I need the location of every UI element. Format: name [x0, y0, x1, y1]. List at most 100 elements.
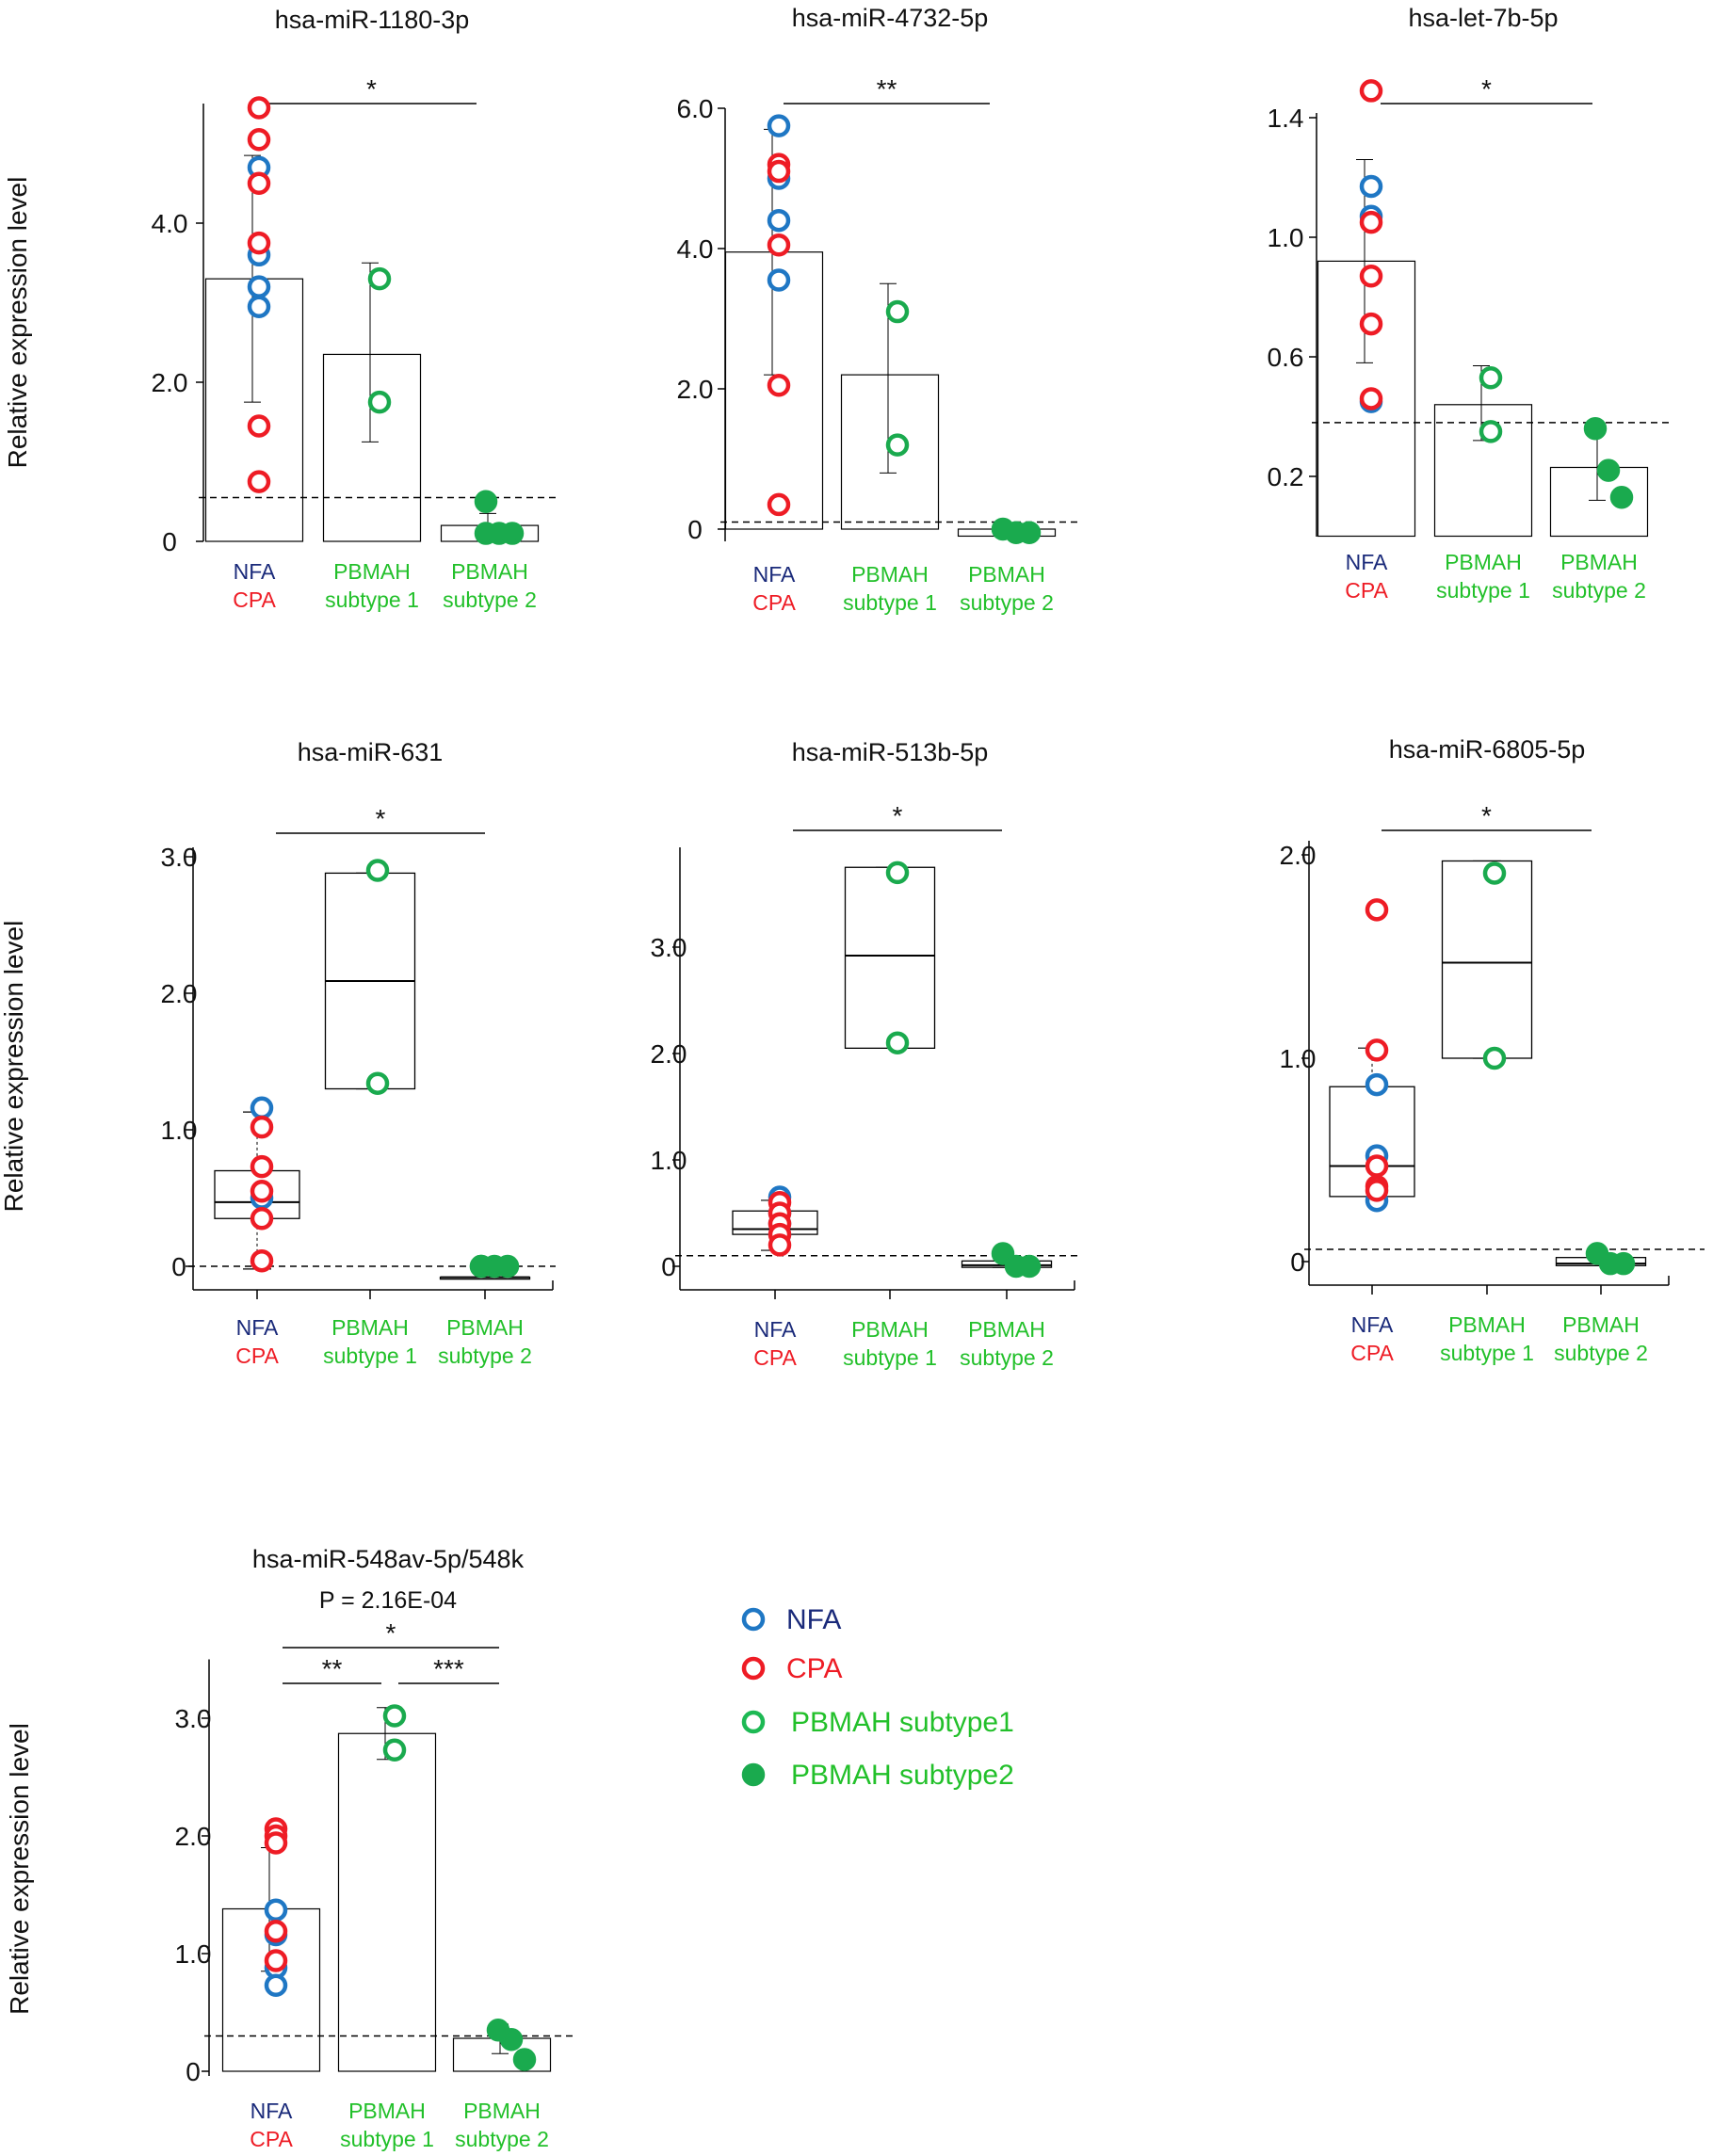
category-label-pbmah1-sub: subtype 1: [340, 2127, 434, 2151]
y-tick-label: 0: [171, 1252, 186, 1281]
category-label-nfa: NFA: [753, 562, 796, 587]
category-label-pbmah1: PBMAH: [333, 559, 411, 584]
category-label-nfa: NFA: [754, 1317, 797, 1342]
data-point-cpa: [247, 231, 271, 255]
data-point-pbmah1: [365, 859, 390, 882]
data-point-pbmah1: [382, 1704, 407, 1728]
category-label-pbmah2: PBMAH: [463, 2099, 541, 2123]
data-point-pbmah2: [1017, 1254, 1042, 1279]
data-point-pbmah1: [885, 861, 910, 885]
data-point-pbmah2: [495, 1254, 520, 1279]
category-label-pbmah1-sub: subtype 1: [325, 587, 419, 612]
significance-label: *: [1481, 74, 1492, 104]
data-point-cpa: [1365, 1179, 1389, 1202]
category-label-pbmah1-sub: subtype 1: [843, 1345, 937, 1370]
data-point-pbmah1: [367, 266, 392, 291]
chart-title: hsa-miR-631: [298, 738, 444, 766]
bar-2: [322, 353, 422, 542]
data-point-pbmah1: [365, 1071, 390, 1095]
data-point-cpa: [247, 96, 271, 120]
data-point-cpa: [264, 1831, 288, 1855]
significance-label: *: [893, 801, 903, 830]
significance-label: *: [376, 804, 386, 833]
y-tick-label: 1.0: [175, 1939, 212, 1969]
data-point-pbmah2: [1583, 416, 1608, 441]
y-tick-label: 3.0: [651, 933, 687, 962]
y-tick-label: 1.0: [1268, 223, 1304, 252]
data-point-pbmah1: [1479, 420, 1503, 443]
category-label-nfa: NFA: [234, 559, 276, 584]
data-point-nfa: [767, 268, 791, 292]
data-point-cpa: [1365, 898, 1389, 922]
data-point-cpa: [250, 1180, 274, 1203]
data-point-pbmah1: [885, 299, 910, 324]
chart-title: hsa-miR-513b-5p: [792, 738, 989, 766]
data-point-pbmah2: [469, 1254, 493, 1279]
category-label-nfa: NFA: [236, 1315, 279, 1340]
data-point-pbmah1: [885, 1031, 910, 1054]
data-point-cpa: [1365, 1154, 1389, 1178]
chart-title: hsa-miR-1180-3p: [275, 6, 470, 34]
data-point-pbmah1: [885, 433, 910, 457]
chart-panel-1: hsa-miR-1180-3p 0 2.0 4.0 Relative expressio…: [3, 6, 560, 612]
data-point-pbmah2: [474, 490, 498, 513]
data-point-nfa: [250, 1096, 274, 1120]
legend-marker-2: [741, 1656, 766, 1681]
significance-label: **: [322, 1654, 343, 1683]
data-point-nfa: [767, 114, 791, 137]
data-point-cpa: [250, 1248, 274, 1273]
data-point-cpa: [767, 159, 791, 184]
y-tick-label: 3.0: [161, 843, 198, 872]
data-point-pbmah2: [500, 522, 525, 545]
category-label-pbmah2: PBMAH: [446, 1315, 524, 1340]
y-tick-label: 0: [186, 2057, 201, 2086]
category-label-pbmah2-sub: subtype 2: [443, 587, 537, 612]
category-label-pbmah1: PBMAH: [1445, 550, 1522, 574]
category-label-pbmah1-sub: subtype 1: [1440, 1341, 1534, 1365]
legend: NFA CPA PBMAH subtype1 PBMAH subtype2: [741, 1604, 1014, 1791]
data-point-cpa: [1359, 265, 1383, 288]
category-label-cpa: CPA: [235, 1343, 279, 1368]
chart-title: hsa-miR-4732-5p: [792, 4, 989, 32]
data-point-cpa: [247, 414, 271, 438]
data-point-nfa: [264, 1973, 288, 1997]
category-label-pbmah2-sub: subtype 2: [1554, 1341, 1648, 1365]
data-point-pbmah1: [1479, 365, 1503, 390]
category-label-pbmah2: PBMAH: [1562, 1312, 1640, 1337]
data-point-cpa: [250, 1207, 274, 1231]
category-label-cpa: CPA: [752, 590, 796, 615]
data-point-cpa: [264, 1920, 288, 1943]
y-tick-label: 2.0: [161, 979, 198, 1008]
chart-panel-6: hsa-miR-6805-5p 0 1.0 2.0 * NFA CPA PBMAH subtyp…: [1280, 735, 1705, 1365]
data-point-cpa: [1359, 312, 1383, 336]
data-point-cpa: [767, 374, 791, 397]
box-2: [844, 866, 936, 1050]
data-point-cpa: [767, 233, 791, 257]
box-2: [1441, 860, 1533, 1059]
category-label-pbmah1: PBMAH: [1448, 1312, 1526, 1337]
y-tick-label: 0: [687, 515, 703, 544]
bar-3: [1549, 466, 1649, 538]
category-label-pbmah2: PBMAH: [968, 1317, 1045, 1342]
chart-panel-2: hsa-miR-4732-5p 0 2.0 4.0 6.0 ** NFA CPA PBMAH su…: [677, 4, 1077, 615]
data-point-cpa: [264, 1949, 288, 1972]
legend-label-3: PBMAH subtype1: [791, 1707, 1014, 1738]
data-point-cpa: [1359, 387, 1383, 410]
category-label-pbmah1: PBMAH: [851, 1317, 929, 1342]
data-point-pbmah2: [991, 1242, 1015, 1265]
category-label-pbmah1-sub: subtype 1: [323, 1343, 417, 1368]
chart-subtitle: P = 2.16E-04: [319, 1587, 457, 1614]
category-label-cpa: CPA: [753, 1345, 797, 1370]
category-label-pbmah1-sub: subtype 1: [843, 590, 937, 615]
bar-2: [840, 374, 940, 530]
legend-label-2: CPA: [786, 1653, 842, 1684]
data-point-nfa: [247, 295, 271, 318]
significance-label: *: [386, 1618, 396, 1648]
data-point-nfa: [1359, 174, 1383, 199]
category-label-pbmah2-sub: subtype 2: [438, 1343, 532, 1368]
y-tick-label: 2.0: [651, 1039, 687, 1069]
data-point-pbmah2: [1596, 459, 1621, 482]
category-label-cpa: CPA: [1350, 1341, 1394, 1365]
y-tick-label: 4.0: [152, 209, 188, 238]
